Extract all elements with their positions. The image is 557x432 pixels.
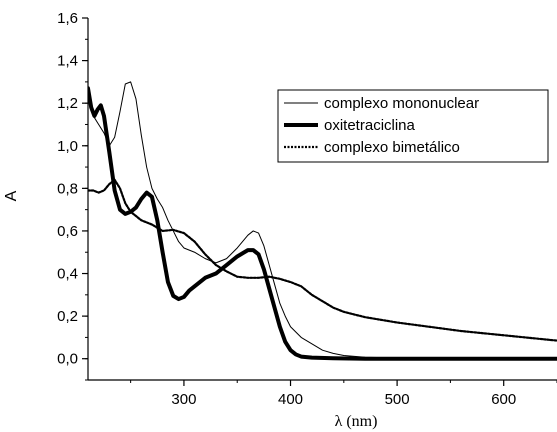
- series-line-1: [88, 81, 557, 360]
- legend-label-2: oxitetraciclina: [324, 117, 416, 134]
- legend-label-1: complexo mononuclear: [324, 95, 479, 112]
- y-tick-label: 1,0: [57, 138, 78, 155]
- y-axis-title: A: [3, 190, 20, 201]
- x-tick-label: 300: [171, 391, 196, 408]
- series-line-3: [88, 178, 557, 342]
- axes-layer: 0,0 0,2 0,4 0,6 0,8 1,0 1,2 1,4 1,6 300 400 500 600: [57, 10, 557, 408]
- series-layer: [88, 81, 557, 361]
- x-tick-label: 600: [491, 391, 516, 408]
- x-tick-label: 500: [385, 391, 410, 408]
- legend-label-3: complexo bimetálico: [324, 139, 460, 156]
- y-tick-label: 0,0: [57, 351, 78, 368]
- y-tick-label: 1,4: [57, 53, 78, 70]
- y-tick-label: 0,2: [57, 308, 78, 325]
- x-axis-title: λ (nm): [335, 413, 378, 430]
- y-tick-label: 0,8: [57, 180, 78, 197]
- legend-box: [277, 89, 549, 163]
- y-tick-label: 1,6: [57, 10, 78, 27]
- series-line-2: [88, 86, 557, 361]
- y-tick-label: 0,6: [57, 223, 78, 240]
- x-tick-label: 400: [278, 391, 303, 408]
- legend: complexo mononuclear oxitetraciclina compl…: [277, 89, 549, 163]
- y-tick-label: 0,4: [57, 266, 78, 283]
- y-tick-label: 1,2: [57, 95, 78, 112]
